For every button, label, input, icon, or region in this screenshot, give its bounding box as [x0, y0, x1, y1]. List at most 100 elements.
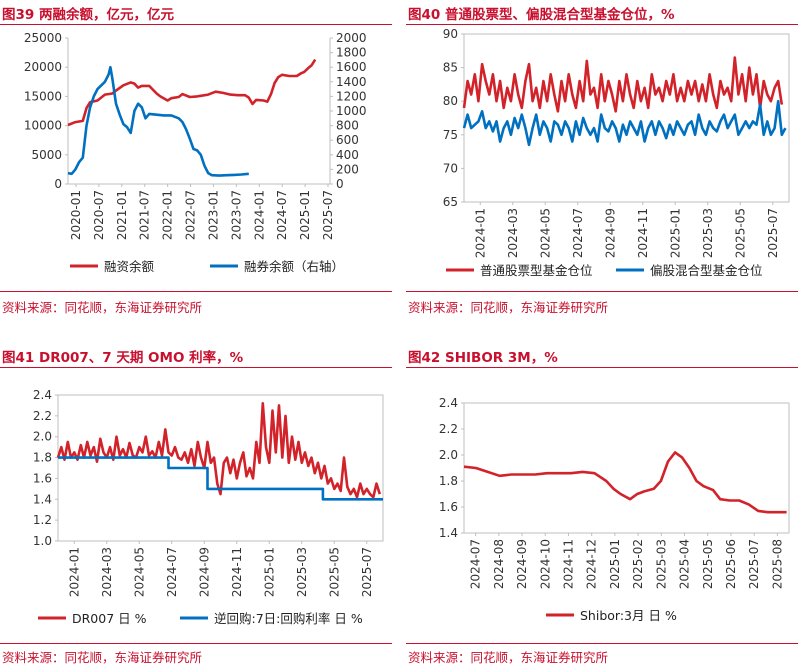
y-tick-label: 2.4 [439, 396, 458, 410]
chart-41-svg: 1.0 1.2 1.4 1.6 1.8 2.0 2.2 2.4 2024-01 2024-03 20… [33, 388, 384, 626]
y-tick-label: 1.0 [33, 534, 52, 548]
chart-title: 图39 两融余额，亿元，亿元 [2, 7, 174, 23]
x-tick-label: 2022-07 [184, 190, 198, 240]
chart-title: 图41 DR007、7 天期 OMO 利率，% [2, 350, 244, 366]
y-tick-label: 1.8 [439, 474, 458, 488]
source-rule [0, 291, 392, 292]
y-tick-label: 20000 [24, 60, 62, 74]
x-tick-label: 2025-01 [262, 547, 276, 597]
panel-chart-40: 图40 普通股票型、偏股混合型基金仓位，% 65 70 75 80 85 90 2024-0… [406, 0, 801, 320]
x-tick-label: 2024-01 [67, 547, 81, 597]
y-right-tick-label: 200 [336, 162, 359, 176]
source-rule [0, 643, 392, 644]
chart-title: 图40 普通股票型、偏股混合型基金仓位，% [408, 7, 675, 23]
x-tick-label: 2025-05 [327, 547, 341, 597]
y-tick-label: 80 [443, 94, 458, 108]
chart-title: 图42 SHIBOR 3M，% [408, 350, 558, 366]
x-tick-label: 2024-11 [230, 547, 244, 597]
x-tick-label: 2025-08 [770, 539, 784, 589]
y-tick-label: 10000 [24, 119, 62, 133]
y-tick-label: 90 [443, 27, 458, 41]
x-tick-label: 2024-08 [492, 539, 506, 589]
chart-42-svg: 1.4 1.6 1.8 2.0 2.2 2.4 2024-07 2024-08 2024-09 2… [439, 396, 790, 623]
series-line-1 [463, 451, 787, 514]
plot-area: 1.0 1.2 1.4 1.6 1.8 2.0 2.2 2.4 2024-01 2024-03 20… [33, 388, 384, 626]
legend-label-2: 融券余额（右轴） [244, 259, 344, 274]
x-tick-label: 2025-01 [608, 539, 622, 589]
y-tick-label: 85 [443, 61, 458, 75]
y-tick-label: 15000 [24, 89, 62, 103]
source-note: 资料来源：同花顺，东海证券研究所 [408, 650, 609, 665]
series-line-1 [56, 402, 382, 499]
y-tick-label: 2.2 [439, 422, 458, 436]
legend-label-2: 偏股混合型基金仓位 [650, 263, 763, 278]
y-tick-label: 25000 [24, 31, 62, 45]
x-tick-label: 2024-05 [538, 208, 552, 258]
x-tick-label: 2025-06 [724, 539, 738, 589]
y-right-tick-label: 1000 [336, 104, 367, 118]
y-tick-label: 70 [443, 161, 458, 175]
x-tick-label: 2020-01 [69, 190, 83, 240]
chart-40-svg: 65 70 75 80 85 90 2024-01 2024-03 2024-05 2024-07… [443, 27, 790, 278]
x-tick-label: 2024-03 [100, 547, 114, 597]
x-tick-label: 2024-09 [603, 208, 617, 258]
x-tick-label: 2024-12 [585, 539, 599, 589]
legend-label-1: 普通股票型基金仓位 [480, 263, 593, 278]
plot-area: 65 70 75 80 85 90 2024-01 2024-03 2024-05 2024-07… [443, 27, 790, 278]
x-tick-label: 2025-04 [678, 539, 692, 589]
x-tick-label: 2025-05 [701, 539, 715, 589]
x-tick-label: 2024-09 [197, 547, 211, 597]
x-tick-label: 2021-07 [138, 190, 152, 240]
legend-label-2: 逆回购:7日:回购利率 日 % [214, 611, 363, 626]
x-tick-label: 2025-01 [298, 190, 312, 240]
y-tick-label: 65 [443, 195, 458, 209]
x-tick-label: 2021-01 [115, 190, 129, 240]
y-tick-label: 2.4 [33, 388, 52, 402]
series-line-2 [58, 456, 383, 501]
x-tick-label: 2024-03 [506, 208, 520, 258]
panel-chart-39: 图39 两融余额，亿元，亿元 0 5000 10000 15000 20000 25000… [0, 0, 395, 320]
x-tick-label: 2025-07 [766, 208, 780, 258]
y-right-tick-label: 1600 [336, 60, 367, 74]
x-tick-label: 2025-01 [668, 208, 682, 258]
panel-chart-41: 图41 DR007、7 天期 OMO 利率，% 1.0 1.2 1.4 1.6 1.8 2… [0, 343, 395, 665]
series-line-1 [67, 58, 317, 127]
y-right-tick-label: 2000 [336, 31, 367, 45]
legend-label-1: DR007 日 % [72, 611, 147, 626]
y-tick-label: 5000 [31, 148, 62, 162]
x-tick-label: 2025-07 [321, 190, 335, 240]
source-note: 资料来源：同花顺，东海证券研究所 [408, 300, 609, 315]
y-tick-label: 75 [443, 128, 458, 142]
panel-chart-42: 图42 SHIBOR 3M，% 1.4 1.6 1.8 2.0 2.2 2.4 2024-0… [406, 343, 801, 665]
y-tick-label: 1.6 [439, 500, 458, 514]
source-note: 资料来源：同花顺，东海证券研究所 [2, 300, 203, 315]
x-tick-label: 2023-07 [229, 190, 243, 240]
y-tick-label: 2.0 [439, 448, 458, 462]
y-right-tick-label: 400 [336, 148, 359, 162]
title-rule [406, 367, 798, 368]
y-tick-label: 1.6 [33, 471, 52, 485]
y-tick-label: 0 [54, 177, 62, 191]
legend-label-1: Shibor:3月 日 % [580, 608, 677, 623]
y-right-tick-label: 1200 [336, 89, 367, 103]
legend-label-1: 融资余额 [104, 259, 155, 274]
x-tick-label: 2025-03 [295, 547, 309, 597]
x-tick-label: 2024-01 [252, 190, 266, 240]
x-tick-label: 2024-01 [473, 208, 487, 258]
title-rule [0, 24, 392, 25]
x-tick-label: 2024-07 [275, 190, 289, 240]
x-tick-label: 2025-03 [701, 208, 715, 258]
x-tick-label: 2024-05 [132, 547, 146, 597]
y-tick-label: 2.2 [33, 409, 52, 423]
y-tick-label: 2.0 [33, 430, 52, 444]
x-tick-label: 2025-03 [654, 539, 668, 589]
y-tick-label: 1.4 [33, 492, 52, 506]
y-tick-label: 1.2 [33, 513, 52, 527]
plot-area: 1.4 1.6 1.8 2.0 2.2 2.4 2024-07 2024-08 2024-09 2… [439, 396, 790, 623]
source-note: 资料来源：同花顺，东海证券研究所 [2, 650, 203, 665]
x-tick-label: 2024-11 [636, 208, 650, 258]
title-rule [406, 24, 798, 25]
title-rule [0, 367, 392, 368]
chart-39-svg: 0500010000150002000025000020040060080010… [24, 31, 367, 274]
x-tick-label: 2024-07 [469, 539, 483, 589]
